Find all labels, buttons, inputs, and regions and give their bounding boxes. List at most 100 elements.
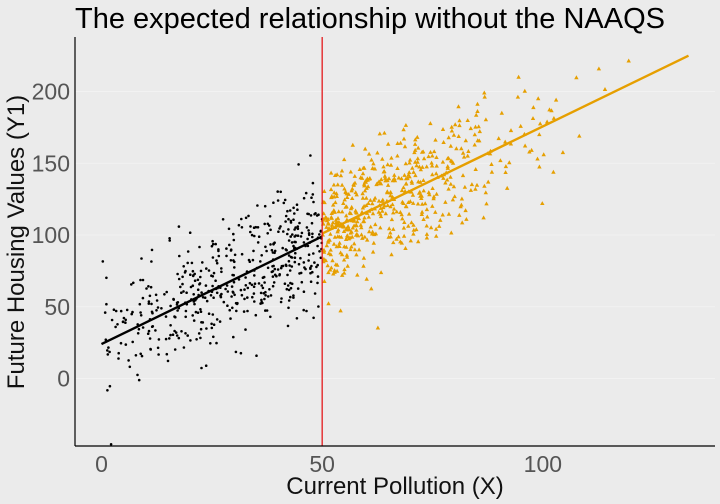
data-point	[460, 220, 465, 225]
data-point	[416, 190, 422, 195]
data-point	[228, 308, 231, 312]
data-point	[489, 162, 494, 166]
data-point	[450, 160, 456, 165]
data-point	[318, 233, 321, 236]
data-point	[283, 282, 287, 286]
data-point	[348, 169, 353, 174]
data-point	[156, 306, 160, 309]
data-point	[350, 234, 355, 239]
data-point	[307, 232, 311, 235]
data-point	[465, 153, 470, 158]
data-point	[516, 74, 521, 79]
data-point	[456, 134, 461, 138]
data-point	[355, 272, 360, 277]
data-point	[392, 172, 397, 177]
data-point	[401, 136, 407, 141]
data-point	[151, 311, 154, 315]
data-point	[350, 196, 355, 200]
data-point	[150, 302, 153, 306]
data-point	[402, 172, 407, 177]
data-point	[383, 178, 388, 183]
data-point	[363, 146, 368, 151]
data-point	[472, 142, 477, 147]
data-point	[457, 123, 462, 128]
data-point	[221, 218, 225, 221]
data-point	[199, 308, 202, 311]
data-point	[537, 164, 542, 169]
data-point	[318, 250, 321, 253]
data-point	[574, 75, 579, 80]
data-point	[294, 251, 297, 255]
data-point	[328, 231, 333, 236]
data-point	[108, 350, 111, 354]
data-point	[375, 150, 380, 155]
data-point	[196, 311, 200, 315]
data-point	[211, 284, 214, 288]
data-point	[311, 232, 314, 236]
data-point	[420, 201, 425, 206]
data-point	[257, 282, 261, 285]
data-point	[373, 222, 378, 227]
data-point	[451, 184, 457, 189]
data-point	[462, 184, 468, 189]
data-point	[252, 249, 255, 253]
data-point	[293, 235, 297, 238]
data-point	[345, 224, 351, 228]
data-point	[261, 276, 265, 280]
data-point	[217, 254, 221, 258]
data-point	[426, 154, 431, 159]
data-point	[391, 227, 396, 231]
data-point	[475, 109, 480, 113]
data-point	[369, 286, 374, 291]
data-point	[232, 335, 235, 339]
data-point	[209, 294, 213, 297]
data-point	[464, 217, 469, 221]
data-point	[373, 231, 379, 236]
data-point	[424, 223, 429, 228]
data-point	[289, 295, 292, 299]
data-point	[205, 327, 208, 330]
data-point	[112, 308, 116, 312]
data-point	[468, 188, 474, 192]
data-point	[278, 273, 281, 277]
data-point	[459, 146, 464, 151]
data-point	[192, 293, 195, 296]
data-point	[259, 291, 263, 295]
data-point	[560, 150, 566, 155]
data-point	[407, 170, 412, 175]
data-point	[383, 211, 388, 216]
data-point	[171, 333, 175, 337]
data-point	[263, 281, 266, 284]
data-point	[182, 346, 186, 349]
data-point	[244, 216, 248, 220]
data-point	[372, 166, 378, 171]
data-point	[279, 225, 282, 228]
data-point	[522, 143, 528, 148]
data-point	[305, 226, 309, 229]
data-point	[434, 191, 439, 196]
data-point	[334, 191, 339, 196]
data-point	[326, 221, 331, 226]
data-point	[356, 216, 362, 221]
data-point	[434, 171, 439, 176]
data-point	[124, 343, 128, 346]
data-point	[322, 189, 327, 193]
data-point	[451, 132, 457, 137]
data-point	[339, 252, 345, 257]
data-point	[215, 318, 219, 321]
data-point	[396, 175, 401, 180]
data-point	[452, 194, 457, 199]
data-point	[232, 280, 236, 284]
data-point	[388, 230, 393, 235]
data-point	[266, 266, 270, 270]
data-point	[290, 241, 294, 244]
data-point	[453, 122, 458, 127]
data-point	[391, 210, 396, 215]
data-point	[429, 160, 434, 165]
data-point	[259, 260, 262, 263]
data-point	[443, 180, 448, 185]
data-point	[336, 219, 342, 224]
data-point	[280, 297, 283, 300]
data-point	[402, 144, 408, 149]
data-point	[324, 243, 329, 248]
